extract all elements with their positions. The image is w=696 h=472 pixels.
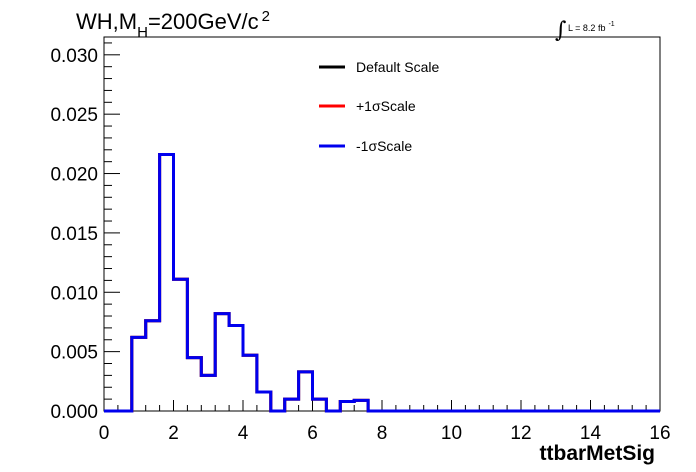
luminosity-text: L = 8.2 fb [568, 23, 605, 33]
x-tick-label: 10 [441, 423, 462, 444]
x-tick-label: 6 [307, 423, 318, 444]
title-subscript: H [137, 24, 148, 41]
y-tick-label: 0.005 [50, 343, 98, 364]
svg-text:L = 8.2 fb-1: L = 8.2 fb -1 [568, 21, 615, 33]
title-superscript: 2 [262, 8, 270, 25]
y-tick-label: 0.015 [50, 224, 98, 245]
x-axis-title: ttbarMetSig [540, 442, 656, 465]
x-tick-label: 8 [377, 423, 388, 444]
legend: Default Scale +1σScale -1σScale [319, 59, 439, 154]
series-line-minus1sigma-scale [104, 153, 660, 413]
legend-label-minus1sigma: -1σScale [356, 138, 412, 154]
x-tick-label: 0 [99, 423, 110, 444]
luminosity-superscript: -1 [608, 21, 614, 28]
y-tick-label: 0.030 [50, 46, 98, 67]
x-tick-label: 12 [510, 423, 531, 444]
luminosity-annotation: ∫ L = 8.2 fb -1 [555, 18, 615, 43]
series-layer [104, 153, 660, 413]
x-tick-label: 2 [168, 423, 179, 444]
y-tick-label: 0.010 [50, 283, 98, 304]
x-tick-label: 4 [238, 423, 249, 444]
y-tick-label: 0.000 [50, 402, 98, 423]
x-axis-ticks: 0 2 4 6 8 10 12 14 16 [99, 400, 671, 444]
y-tick-label: 0.020 [50, 165, 98, 186]
legend-label-default: Default Scale [356, 59, 439, 75]
y-axis-ticks: 0.000 0.005 0.010 0.015 0.020 0.025 0.030 [50, 42, 120, 423]
chart-title: WH,MH=200GeV/c 2 [76, 8, 270, 41]
x-tick-label: 16 [649, 423, 670, 444]
legend-label-plus1sigma: +1σScale [356, 98, 416, 114]
title-prefix: WH,M [76, 9, 137, 34]
y-tick-label: 0.025 [50, 105, 98, 126]
x-tick-label: 14 [580, 423, 602, 444]
title-suffix: =200GeV/c [148, 9, 259, 34]
integral-symbol: ∫ [555, 18, 567, 43]
